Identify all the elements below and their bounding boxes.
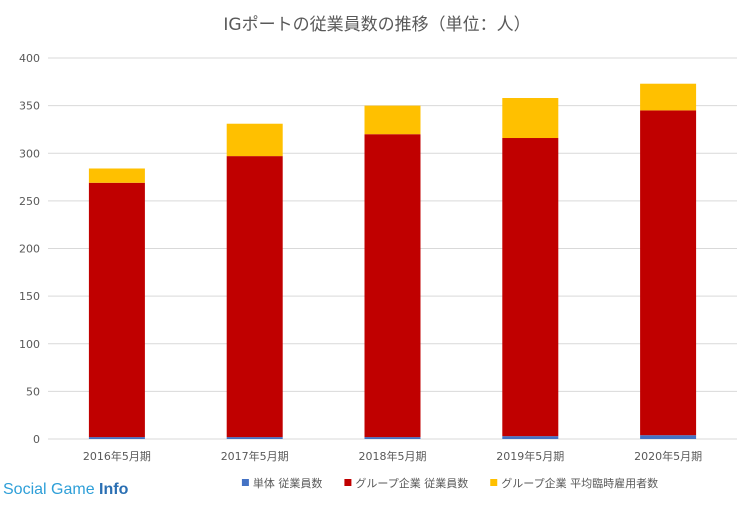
y-tick-label: 0	[33, 433, 40, 446]
bar-segment-s2-c2	[364, 105, 421, 135]
bar-segment-s1-c3	[502, 138, 559, 437]
legend-swatch	[241, 479, 249, 486]
bar-segment-s2-c4	[640, 83, 697, 111]
x-axis-categories: 2016年5月期 2017年5月期 2018年5月期 2019年5月期 2020年5月期	[83, 449, 702, 463]
y-tick-label: 50	[26, 385, 40, 398]
legend-swatch	[344, 479, 352, 486]
bar-segment-s0-c0	[88, 437, 145, 439]
y-tick-label: 300	[19, 147, 40, 160]
bar-segment-s2-c1	[226, 123, 283, 157]
bar-segment-s1-c1	[226, 156, 283, 438]
y-tick-label: 250	[19, 195, 40, 208]
bar-segment-s1-c2	[364, 134, 421, 438]
bar-segment-s0-c2	[364, 437, 421, 439]
y-tick-label: 200	[19, 243, 40, 256]
legend: 単体 従業員数 グループ企業 従業員数 グループ企業 平均臨時雇用者数	[241, 476, 658, 490]
x-category-label: 2019年5月期	[496, 449, 564, 463]
bar-segment-s0-c4	[640, 435, 697, 439]
bar-segment-s2-c0	[88, 168, 145, 183]
legend-label: グループ企業 平均臨時雇用者数	[501, 476, 658, 490]
x-category-label: 2020年5月期	[634, 449, 702, 463]
watermark-logo: Social Game Info	[3, 481, 128, 499]
bar-segment-s2-c3	[502, 98, 559, 139]
y-tick-label: 350	[19, 100, 40, 113]
bars	[88, 83, 697, 439]
x-category-label: 2017年5月期	[221, 449, 289, 463]
bar-segment-s0-c1	[226, 437, 283, 439]
legend-item-1: グループ企業 従業員数	[344, 476, 468, 490]
y-tick-label: 400	[19, 52, 40, 65]
bar-segment-s0-c3	[502, 436, 559, 439]
legend-label: 単体 従業員数	[253, 476, 323, 490]
y-axis-ticks: 0 50 100 150 200 250 300 350 400	[19, 52, 40, 446]
legend-item-2: グループ企業 平均臨時雇用者数	[490, 476, 658, 490]
x-category-label: 2018年5月期	[359, 449, 427, 463]
legend-item-0: 単体 従業員数	[241, 476, 323, 490]
chart-title: IGポートの従業員数の推移（単位：人）	[223, 15, 530, 35]
legend-swatch	[490, 479, 498, 486]
y-tick-label: 150	[19, 290, 40, 303]
x-category-label: 2016年5月期	[83, 449, 151, 463]
watermark-prefix: Social Game	[3, 481, 95, 498]
legend-label: グループ企業 従業員数	[355, 476, 468, 490]
y-tick-label: 100	[19, 338, 40, 351]
watermark-suffix: Info	[99, 481, 129, 498]
bar-segment-s1-c0	[88, 182, 145, 438]
bar-segment-s1-c4	[640, 110, 697, 436]
